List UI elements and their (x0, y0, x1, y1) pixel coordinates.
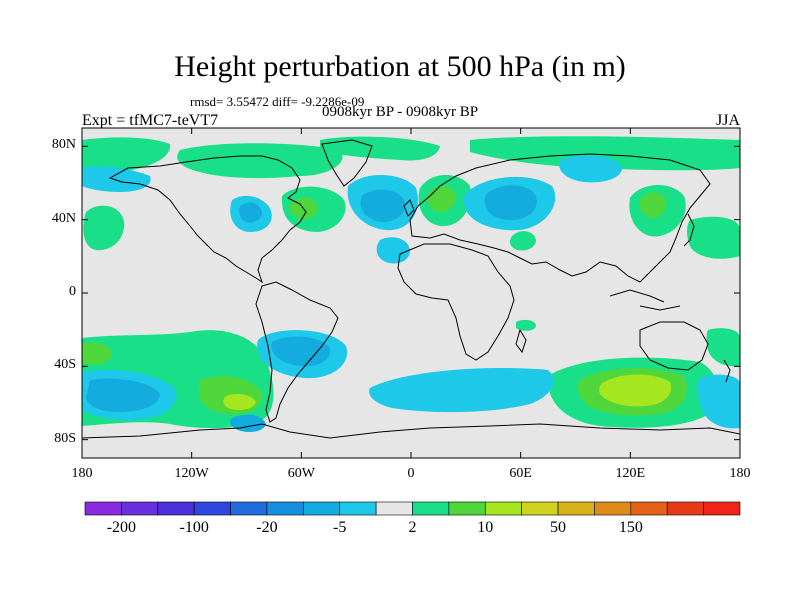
colorbar-label: 2 (408, 519, 417, 536)
longitude-tick-label: 60W (287, 466, 315, 481)
colorbar-swatch (666, 501, 704, 516)
experiment-label: Expt = tfMC7-teVT7 (82, 112, 219, 129)
period-text: 0908kyr BP - 0908kyr BP (322, 104, 479, 120)
latitude-tick-label: 80N (51, 137, 76, 153)
greenland-positive (320, 136, 440, 161)
latitude-tick-marks (82, 145, 740, 441)
colorbar-swatch (230, 501, 268, 516)
south-america-coast (255, 281, 339, 423)
longitude-tick-marks (81, 128, 741, 458)
colorbar (84, 501, 741, 516)
north-america-negative-core (239, 202, 262, 223)
new-zealand-coast (723, 359, 731, 383)
colorbar-swatch (121, 501, 159, 516)
atlantic-negative (376, 237, 410, 264)
latitude-tick-label: 0 (69, 284, 76, 299)
colorbar-swatch (303, 501, 341, 516)
south-america-negative-core (271, 336, 331, 367)
antarctica-coast (82, 423, 740, 439)
colorbar-swatch (412, 501, 450, 516)
alaska-negative (82, 166, 151, 192)
colorbar-label: -100 (179, 519, 209, 536)
colorbar-label: 50 (550, 519, 567, 536)
colorbar-label: -20 (256, 519, 278, 536)
colorbar-swatch (703, 501, 741, 516)
australia-coast (639, 321, 709, 371)
colorbar-swatch (339, 501, 377, 516)
colorbar-label: -5 (333, 519, 347, 536)
south-pacific-west-positive (82, 342, 112, 365)
south-pacific-positive-peak (223, 394, 256, 410)
colorbar-swatch (266, 501, 304, 516)
siberia-negative (559, 155, 623, 183)
north-atlantic-negative-core (360, 189, 405, 222)
colorbar-swatch (84, 501, 122, 516)
greenland-coast (321, 139, 373, 187)
colorbar-swatch (594, 501, 632, 516)
latitude-tick-label: 80S (54, 430, 76, 446)
eurasia-coast (409, 153, 711, 283)
europe-positive-core (427, 185, 456, 213)
indonesia-coast (609, 289, 681, 311)
south-pacific-negative-core (86, 378, 160, 412)
east-asia-positive-core (639, 192, 667, 219)
colorbar-label: 10 (477, 519, 494, 536)
colorbar-swatch (448, 501, 486, 516)
mediterranean-positive (510, 231, 536, 251)
colorbar-label: -200 (106, 519, 137, 536)
colorbar-swatch (157, 501, 195, 516)
colorbar-label: 150 (618, 519, 643, 536)
chart-title: Height perturbation at 500 hPa (in m) (174, 50, 626, 83)
colorbar-swatch (630, 501, 668, 516)
latitude-tick-label: 40N (51, 210, 76, 226)
coastlines (82, 139, 740, 439)
colorbar-swatch (484, 501, 522, 516)
uk-coast (403, 199, 415, 217)
colorbar-swatch (557, 501, 595, 516)
madagascar-coast (515, 328, 527, 354)
arctic-north-america-positive (177, 143, 343, 179)
longitude-tick-label: 180 (71, 466, 93, 481)
indian-ocean-positive-peak (599, 374, 671, 407)
colorbar-swatch (375, 501, 413, 516)
north-pacific-positive (83, 205, 125, 251)
rmsd-diff-text: rmsd= 3.55472 diff= -9.2286e-09 (190, 94, 365, 109)
longitude-tick-label: 60E (509, 466, 532, 481)
southern-ocean-negative (369, 368, 554, 413)
longitude-tick-label: 0 (407, 466, 415, 481)
longitude-tick-label: 120W (174, 466, 209, 481)
season-label: JJA (716, 112, 741, 129)
arctic-siberia-positive (470, 136, 740, 171)
ross-sea-negative (697, 374, 740, 429)
north-america-coast (108, 155, 307, 284)
longitude-tick-label: 120E (615, 466, 646, 481)
north-pacific-east-positive (687, 216, 740, 259)
colorbar-swatch (193, 501, 231, 516)
australia-south-positive (706, 328, 740, 367)
latitude-tick-label: 40S (54, 357, 76, 373)
colorbar-swatch (521, 501, 559, 516)
eurasia-negative-core (484, 185, 537, 220)
tropical-africa-positive (516, 319, 536, 331)
africa-coast (397, 243, 515, 361)
longitude-tick-label: 180 (729, 466, 751, 481)
japan-coast (683, 213, 695, 247)
